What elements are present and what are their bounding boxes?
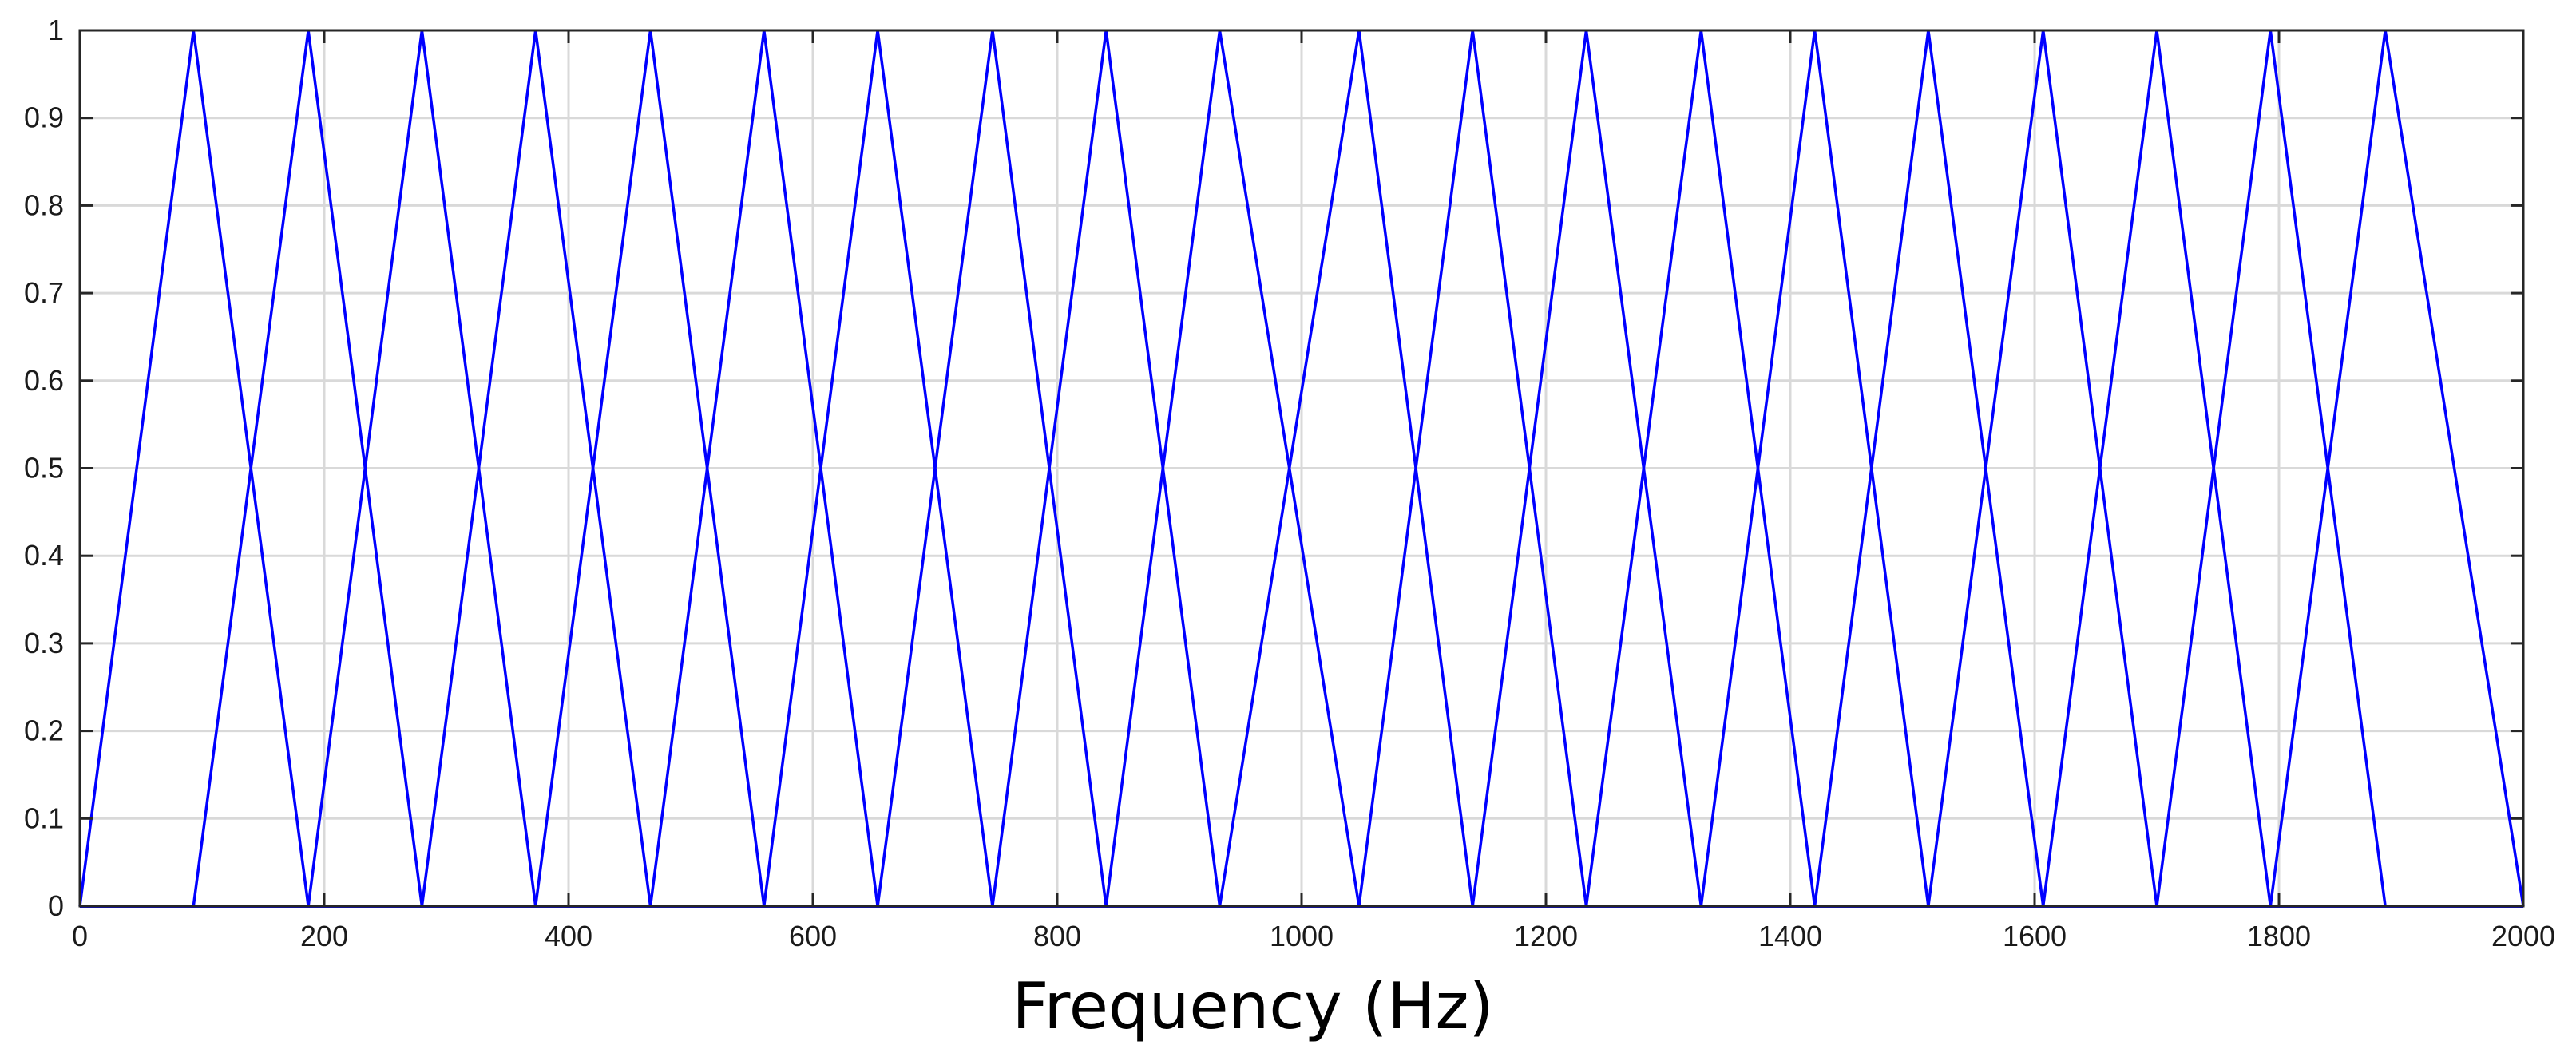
y-tick-label: 0.7 (24, 276, 64, 309)
x-tick-label: 1800 (2247, 920, 2311, 952)
y-tick-label: 0.2 (24, 715, 64, 747)
x-tick-label: 200 (300, 920, 348, 952)
y-tick-label: 0 (48, 889, 64, 922)
x-tick-label: 400 (545, 920, 592, 952)
x-tick-label: 1600 (2003, 920, 2067, 952)
y-tick-label: 0.3 (24, 627, 64, 659)
x-tick-label: 600 (789, 920, 837, 952)
x-tick-label: 1400 (1758, 920, 1822, 952)
x-tick-label: 1000 (1270, 920, 1334, 952)
y-tick-label: 0.5 (24, 452, 64, 485)
y-tick-label: 0.8 (24, 188, 64, 221)
y-tick-label: 0.9 (24, 101, 64, 134)
y-tick-label: 0.1 (24, 802, 64, 834)
x-tick-label: 0 (72, 920, 88, 952)
x-tick-label: 1200 (1514, 920, 1578, 952)
axes (78, 29, 2525, 908)
y-tick-label: 0.6 (24, 364, 64, 397)
x-tick-label: 2000 (2491, 920, 2555, 952)
tick-labels: 0 200 400 600 800 1000 1200 1400 1600 1800 2000 0 0.… (24, 14, 2555, 952)
x-axis-title: Frequency (Hz) (1012, 969, 1493, 1043)
y-tick-label: 0.4 (24, 539, 64, 572)
y-tick-label: 1 (48, 14, 64, 46)
x-tick-label: 800 (1033, 920, 1081, 952)
grid-lines (80, 30, 2523, 906)
